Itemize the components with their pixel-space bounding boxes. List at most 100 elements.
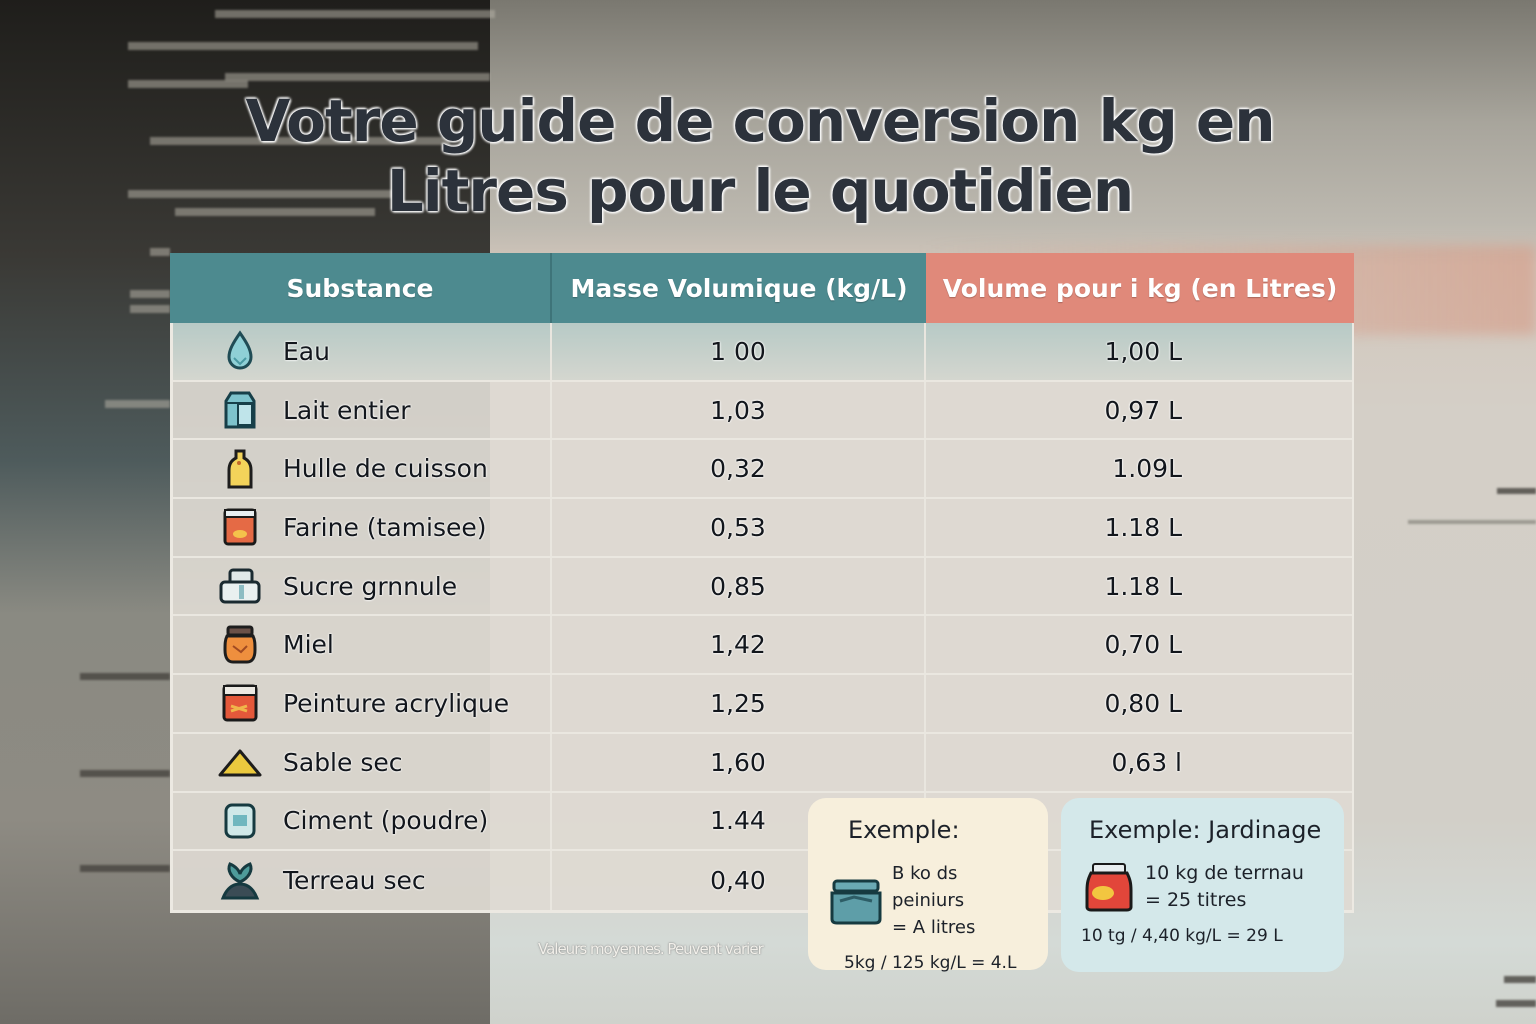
table-row: Sucre grnnule 0,85 1.18 L xyxy=(173,557,1352,617)
volume-cell: 1.18 L xyxy=(1104,512,1182,542)
background-stripe xyxy=(175,208,375,216)
background-stripe xyxy=(1504,976,1536,983)
column-header-substance: Substance xyxy=(170,253,552,323)
density-cell: 0,53 xyxy=(552,499,926,556)
soil-bag-icon xyxy=(1085,863,1133,912)
volume-cell: 0,70 L xyxy=(1104,630,1182,660)
density-cell: 1,42 xyxy=(552,616,926,674)
table-row: Miel 1,42 0,70 L xyxy=(173,616,1352,676)
background-stripe xyxy=(128,42,478,50)
milk-carton-icon xyxy=(217,388,269,432)
example-line-2: = 25 titres xyxy=(1145,889,1247,911)
substance-name: Farine (tamisee) xyxy=(283,512,487,542)
example-line-1: 10 kg de terrnau xyxy=(1145,862,1304,884)
sand-pile-icon xyxy=(217,740,269,784)
background-stripe xyxy=(150,248,170,256)
table-row: Terreau sec 0,40 xyxy=(173,851,1352,910)
table-row: Sable sec 1,60 0,63 l xyxy=(173,733,1352,793)
volume-cell: 0,97 L xyxy=(1104,395,1182,425)
title-line-2: Litres pour le quotidien xyxy=(386,157,1134,225)
density-cell: 1,60 xyxy=(552,733,926,791)
substance-cell: Hulle de cuisson xyxy=(173,440,552,498)
substance-cell: Peinture acrylique xyxy=(173,675,552,732)
background-stripe xyxy=(80,865,170,872)
background-stripe xyxy=(80,770,170,777)
table-row: Hulle de cuisson 0,32 1.09L xyxy=(173,440,1352,500)
example-formula: 10 tg / 4,40 kg/L = 29 L xyxy=(1081,926,1283,946)
volume-cell: 0,80 L xyxy=(1104,688,1182,718)
substance-cell: Ciment (poudre) xyxy=(173,792,552,850)
background-stripe xyxy=(130,305,170,313)
example-formula: 5kg / 125 kg/L = 4.L xyxy=(844,953,1017,973)
density-cell: 0,85 xyxy=(552,557,926,615)
example-text: 10 kg de terrnau = 25 titres xyxy=(1145,860,1304,914)
volume-cell: 0,63 l xyxy=(1111,747,1182,777)
column-header-density: Masse Volumique (kg/L) xyxy=(552,253,926,323)
column-header-volume: Volume pour i kg (en Litres) xyxy=(926,253,1354,323)
substance-name: Eau xyxy=(283,336,330,366)
example-body: 10 kg de terrnau = 25 titres xyxy=(1081,860,1324,914)
table-row: Peinture acrylique 1,25 0,80 L xyxy=(173,675,1352,734)
substance-name: Lait entier xyxy=(283,395,411,425)
background-stripe xyxy=(80,673,170,680)
title-line-1: Votre guide de conversion kg en xyxy=(245,87,1275,155)
substance-cell: Eau xyxy=(173,323,552,380)
example-title: Exemple: Jardinage xyxy=(1089,816,1322,844)
background-stripe xyxy=(1497,488,1536,494)
footnote: Valeurs moyennes. Peuvent varier xyxy=(538,940,764,958)
substance-cell: Lait entier xyxy=(173,381,552,439)
background-stripe xyxy=(1496,1000,1536,1007)
soil-plant-icon xyxy=(217,859,269,903)
conversion-table: Substance Masse Volumique (kg/L) Volume … xyxy=(170,253,1354,913)
table-row: Eau 1 00 1,00 L xyxy=(173,323,1352,382)
example-body: B ko ds peiniurs = A litres xyxy=(828,860,1028,941)
background-stripe xyxy=(1408,520,1536,524)
substance-cell: Miel xyxy=(173,616,552,674)
background-stripe xyxy=(128,190,398,198)
page-title: Votre guide de conversion kg en Litres p… xyxy=(0,86,1520,226)
table-row: Lait entier 1,03 0,97 L xyxy=(173,381,1352,441)
example-card-gardening: Exemple: Jardinage 10 kg de terrnau = 25… xyxy=(1061,798,1344,972)
table-row: Farine (tamisee) 0,53 1.18 L xyxy=(173,499,1352,558)
background-stripe xyxy=(225,73,490,81)
substance-name: Hulle de cuisson xyxy=(283,454,488,484)
sugar-box-icon xyxy=(217,564,269,608)
substance-name: Sucre grnnule xyxy=(283,571,458,601)
water-drop-icon xyxy=(217,329,269,373)
table-header-row: Substance Masse Volumique (kg/L) Volume … xyxy=(170,253,1354,323)
substance-name: Peinture acrylique xyxy=(283,688,510,718)
background-stripe xyxy=(215,10,495,18)
paint-can-icon xyxy=(217,681,269,725)
substance-name: Miel xyxy=(283,630,334,660)
density-cell: 1 00 xyxy=(552,323,926,380)
background-stripe xyxy=(105,400,170,408)
example-card-paint: Exemple: B ko ds peiniurs = A litres 5kg… xyxy=(808,798,1048,973)
example-line-2: = A litres xyxy=(892,917,976,938)
substance-cell: Terreau sec xyxy=(173,851,552,910)
example-text: B ko ds peiniurs = A litres xyxy=(892,860,1028,941)
volume-cell: 1.18 L xyxy=(1104,571,1182,601)
density-cell: 0,40 xyxy=(552,851,926,910)
substance-name: Sable sec xyxy=(283,747,403,777)
density-cell: 1,03 xyxy=(552,381,926,439)
honey-jar-icon xyxy=(217,623,269,667)
paint-bucket-icon xyxy=(830,879,882,924)
cement-bag-icon xyxy=(217,799,269,843)
volume-cell: 1,00 L xyxy=(1104,336,1182,366)
background-stripe xyxy=(150,137,450,145)
substance-name: Ciment (poudre) xyxy=(283,806,489,836)
example-line-1: B ko ds peiniurs xyxy=(892,863,965,911)
flour-jar-icon xyxy=(217,505,269,549)
density-cell: 1,25 xyxy=(552,675,926,732)
density-cell: 0,32 xyxy=(552,440,926,498)
substance-cell: Farine (tamisee) xyxy=(173,499,552,556)
substance-cell: Sable sec xyxy=(173,733,552,791)
background-stripe xyxy=(128,80,248,88)
volume-cell: 1.09L xyxy=(1112,454,1182,484)
background-stripe xyxy=(130,290,170,298)
oil-bottle-icon xyxy=(217,447,269,491)
substance-name: Terreau sec xyxy=(283,866,426,896)
table-row: Ciment (poudre) 1.44 xyxy=(173,792,1352,852)
example-title: Exemple: xyxy=(848,816,960,844)
substance-cell: Sucre grnnule xyxy=(173,557,552,615)
